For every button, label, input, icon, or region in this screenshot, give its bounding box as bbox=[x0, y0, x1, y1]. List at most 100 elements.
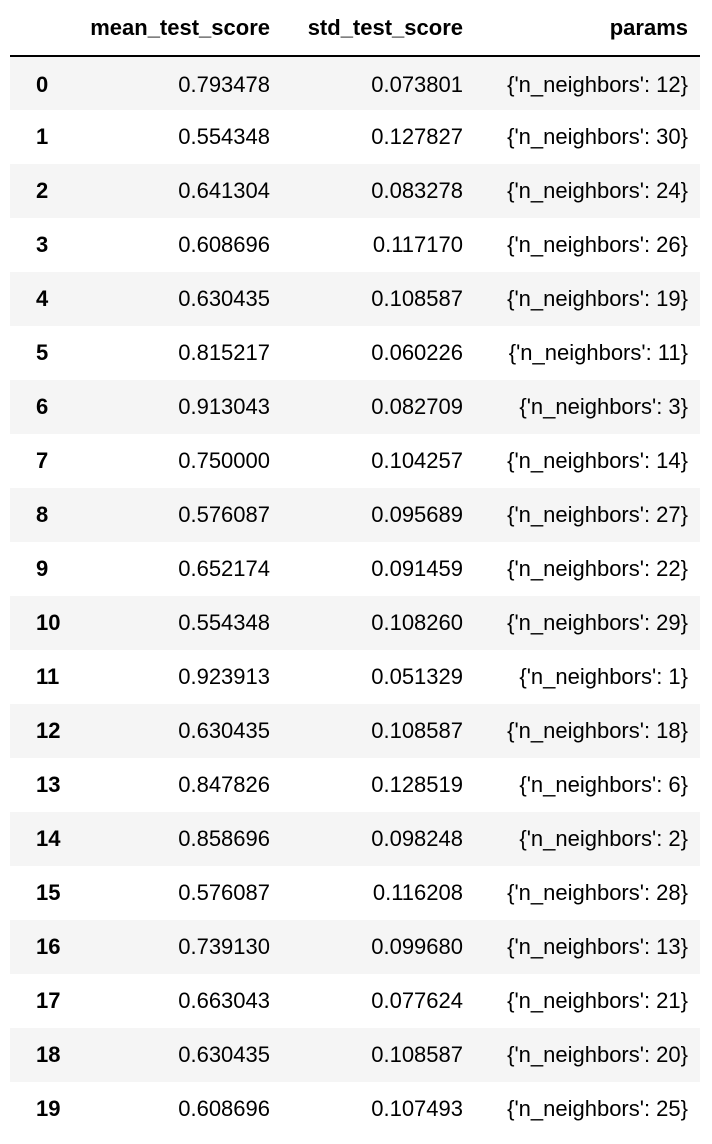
std-test-score-cell: 0.108260 bbox=[371, 610, 463, 635]
params-cell: {'n_neighbors': 1} bbox=[519, 664, 688, 689]
row-index: 16 bbox=[36, 934, 61, 959]
mean-test-score-cell: 0.858696 bbox=[178, 826, 270, 851]
std-test-score-cell: 0.108587 bbox=[371, 718, 463, 743]
params-cell: {'n_neighbors': 3} bbox=[519, 394, 688, 419]
row-index: 12 bbox=[36, 718, 61, 743]
std-test-score-cell: 0.117170 bbox=[372, 232, 463, 257]
std-test-score-cell: 0.051329 bbox=[371, 664, 463, 689]
params-cell: {'n_neighbors': 14} bbox=[507, 448, 688, 473]
params-cell: {'n_neighbors': 29} bbox=[507, 610, 688, 635]
std-test-score-cell: 0.098248 bbox=[371, 826, 463, 851]
mean-test-score-cell: 0.913043 bbox=[178, 394, 270, 419]
table-row: 12 0.630435 0.108587 {'n_neighbors': 18} bbox=[10, 704, 700, 758]
mean-test-score-cell: 0.750000 bbox=[178, 448, 270, 473]
table-row: 17 0.663043 0.077624 {'n_neighbors': 21} bbox=[10, 974, 700, 1028]
params-cell: {'n_neighbors': 2} bbox=[519, 826, 688, 851]
row-index: 10 bbox=[36, 610, 61, 635]
mean-test-score-cell: 0.608696 bbox=[178, 1096, 270, 1121]
std-test-score-cell: 0.116208 bbox=[372, 880, 463, 905]
params-cell: {'n_neighbors': 18} bbox=[507, 718, 688, 743]
mean-test-score-cell: 0.630435 bbox=[178, 286, 270, 311]
table-row: 3 0.608696 0.117170 {'n_neighbors': 26} bbox=[10, 218, 700, 272]
row-index: 7 bbox=[36, 448, 49, 473]
table-row: 16 0.739130 0.099680 {'n_neighbors': 13} bbox=[10, 920, 700, 974]
params-cell: {'n_neighbors': 11} bbox=[508, 340, 688, 365]
row-index: 6 bbox=[36, 394, 49, 419]
mean-test-score-cell: 0.576087 bbox=[178, 502, 270, 527]
row-index: 11 bbox=[36, 664, 60, 689]
table-row: 10 0.554348 0.108260 {'n_neighbors': 29} bbox=[10, 596, 700, 650]
mean-test-score-cell: 0.739130 bbox=[178, 934, 270, 959]
row-index: 2 bbox=[36, 178, 49, 203]
std-test-score-cell: 0.082709 bbox=[371, 394, 463, 419]
std-test-score-cell: 0.060226 bbox=[371, 340, 463, 365]
mean-test-score-cell: 0.576087 bbox=[178, 880, 270, 905]
table-row: 4 0.630435 0.108587 {'n_neighbors': 19} bbox=[10, 272, 700, 326]
row-index: 18 bbox=[36, 1042, 61, 1067]
mean-test-score-cell: 0.663043 bbox=[178, 988, 270, 1013]
std-test-score-cell: 0.073801 bbox=[371, 72, 463, 97]
mean-test-score-cell: 0.923913 bbox=[178, 664, 270, 689]
row-index: 4 bbox=[36, 286, 49, 311]
row-index: 3 bbox=[36, 232, 49, 257]
std-test-score-cell: 0.083278 bbox=[371, 178, 463, 203]
std-test-score-cell: 0.108587 bbox=[371, 1042, 463, 1067]
table-header: mean_test_score std_test_score params bbox=[10, 0, 700, 56]
row-index: 5 bbox=[36, 340, 49, 365]
mean-test-score-cell: 0.641304 bbox=[178, 178, 270, 203]
table-row: 8 0.576087 0.095689 {'n_neighbors': 27} bbox=[10, 488, 700, 542]
row-index: 8 bbox=[36, 502, 49, 527]
params-cell: {'n_neighbors': 24} bbox=[507, 178, 688, 203]
std-test-score-cell: 0.095689 bbox=[371, 502, 463, 527]
row-index: 15 bbox=[36, 880, 61, 905]
std-test-score-cell: 0.104257 bbox=[371, 448, 463, 473]
mean-test-score-cell: 0.847826 bbox=[178, 772, 270, 797]
table-row: 19 0.608696 0.107493 {'n_neighbors': 25} bbox=[10, 1082, 700, 1136]
mean-test-score-cell: 0.630435 bbox=[178, 1042, 270, 1067]
mean-test-score-cell: 0.815217 bbox=[178, 340, 270, 365]
params-cell: {'n_neighbors': 19} bbox=[507, 286, 688, 311]
mean-test-score-cell: 0.608696 bbox=[178, 232, 270, 257]
table-row: 9 0.652174 0.091459 {'n_neighbors': 22} bbox=[10, 542, 700, 596]
row-index: 0 bbox=[36, 72, 49, 97]
header-row: mean_test_score std_test_score params bbox=[10, 0, 700, 56]
params-cell: {'n_neighbors': 26} bbox=[507, 232, 688, 257]
params-cell: {'n_neighbors': 22} bbox=[507, 556, 688, 581]
table-body: 0 0.793478 0.073801 {'n_neighbors': 12} 1 0.5… bbox=[10, 56, 700, 1136]
std-test-score-cell: 0.108587 bbox=[371, 286, 463, 311]
row-index: 1 bbox=[36, 124, 49, 149]
std-test-score-cell: 0.128519 bbox=[371, 772, 463, 797]
table-row: 18 0.630435 0.108587 {'n_neighbors': 20} bbox=[10, 1028, 700, 1082]
std-test-score-cell: 0.091459 bbox=[371, 556, 463, 581]
params-cell: {'n_neighbors': 20} bbox=[507, 1042, 688, 1067]
row-index: 14 bbox=[36, 826, 61, 851]
params-cell: {'n_neighbors': 30} bbox=[507, 124, 688, 149]
std-test-score-header: std_test_score bbox=[307, 14, 463, 40]
mean-test-score-cell: 0.554348 bbox=[178, 124, 270, 149]
mean-test-score-cell: 0.554348 bbox=[178, 610, 270, 635]
params-cell: {'n_neighbors': 28} bbox=[507, 880, 688, 905]
row-index: 17 bbox=[36, 988, 61, 1013]
params-header: params bbox=[609, 14, 688, 40]
mean-test-score-header: mean_test_score bbox=[90, 14, 270, 40]
table-row: 14 0.858696 0.098248 {'n_neighbors': 2} bbox=[10, 812, 700, 866]
std-test-score-cell: 0.107493 bbox=[371, 1096, 463, 1121]
table-row: 13 0.847826 0.128519 {'n_neighbors': 6} bbox=[10, 758, 700, 812]
table-row: 11 0.923913 0.051329 {'n_neighbors': 1} bbox=[10, 650, 700, 704]
mean-test-score-cell: 0.652174 bbox=[178, 556, 270, 581]
row-index: 9 bbox=[36, 556, 49, 581]
table-row: 0 0.793478 0.073801 {'n_neighbors': 12} bbox=[10, 56, 700, 110]
table-row: 1 0.554348 0.127827 {'n_neighbors': 30} bbox=[10, 110, 700, 164]
table-row: 6 0.913043 0.082709 {'n_neighbors': 3} bbox=[10, 380, 700, 434]
table-row: 7 0.750000 0.104257 {'n_neighbors': 14} bbox=[10, 434, 700, 488]
std-test-score-cell: 0.077624 bbox=[371, 988, 463, 1013]
table-row: 15 0.576087 0.116208 {'n_neighbors': 28} bbox=[10, 866, 700, 920]
mean-test-score-cell: 0.793478 bbox=[178, 72, 270, 97]
params-cell: {'n_neighbors': 13} bbox=[507, 934, 688, 959]
params-cell: {'n_neighbors': 12} bbox=[507, 72, 688, 97]
params-cell: {'n_neighbors': 25} bbox=[507, 1096, 688, 1121]
std-test-score-cell: 0.099680 bbox=[371, 934, 463, 959]
params-cell: {'n_neighbors': 21} bbox=[507, 988, 688, 1013]
